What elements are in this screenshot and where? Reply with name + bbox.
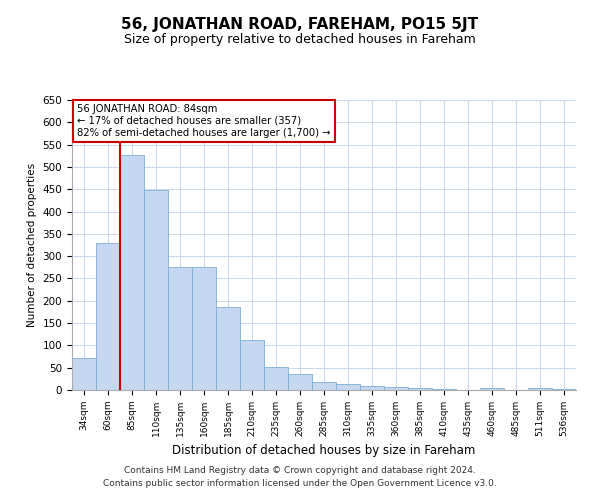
Bar bbox=[408, 388, 432, 390]
Y-axis label: Number of detached properties: Number of detached properties bbox=[27, 163, 37, 327]
Bar bbox=[336, 384, 360, 390]
Text: Contains HM Land Registry data © Crown copyright and database right 2024.
Contai: Contains HM Land Registry data © Crown c… bbox=[103, 466, 497, 487]
Bar bbox=[120, 155, 144, 390]
X-axis label: Distribution of detached houses by size in Fareham: Distribution of detached houses by size … bbox=[172, 444, 476, 458]
Bar bbox=[264, 367, 288, 390]
Text: 56, JONATHAN ROAD, FAREHAM, PO15 5JT: 56, JONATHAN ROAD, FAREHAM, PO15 5JT bbox=[121, 18, 479, 32]
Bar bbox=[144, 190, 168, 390]
Bar bbox=[96, 243, 120, 390]
Bar bbox=[528, 388, 552, 390]
Bar bbox=[360, 386, 384, 390]
Bar bbox=[312, 382, 336, 390]
Text: Size of property relative to detached houses in Fareham: Size of property relative to detached ho… bbox=[124, 32, 476, 46]
Bar bbox=[240, 340, 264, 390]
Bar bbox=[432, 388, 456, 390]
Bar bbox=[168, 268, 192, 390]
Bar bbox=[288, 374, 312, 390]
Bar bbox=[216, 308, 240, 390]
Bar bbox=[192, 268, 216, 390]
Text: 56 JONATHAN ROAD: 84sqm
← 17% of detached houses are smaller (357)
82% of semi-d: 56 JONATHAN ROAD: 84sqm ← 17% of detache… bbox=[77, 104, 331, 138]
Bar bbox=[384, 387, 408, 390]
Bar bbox=[552, 388, 576, 390]
Bar bbox=[480, 388, 504, 390]
Bar bbox=[72, 358, 96, 390]
